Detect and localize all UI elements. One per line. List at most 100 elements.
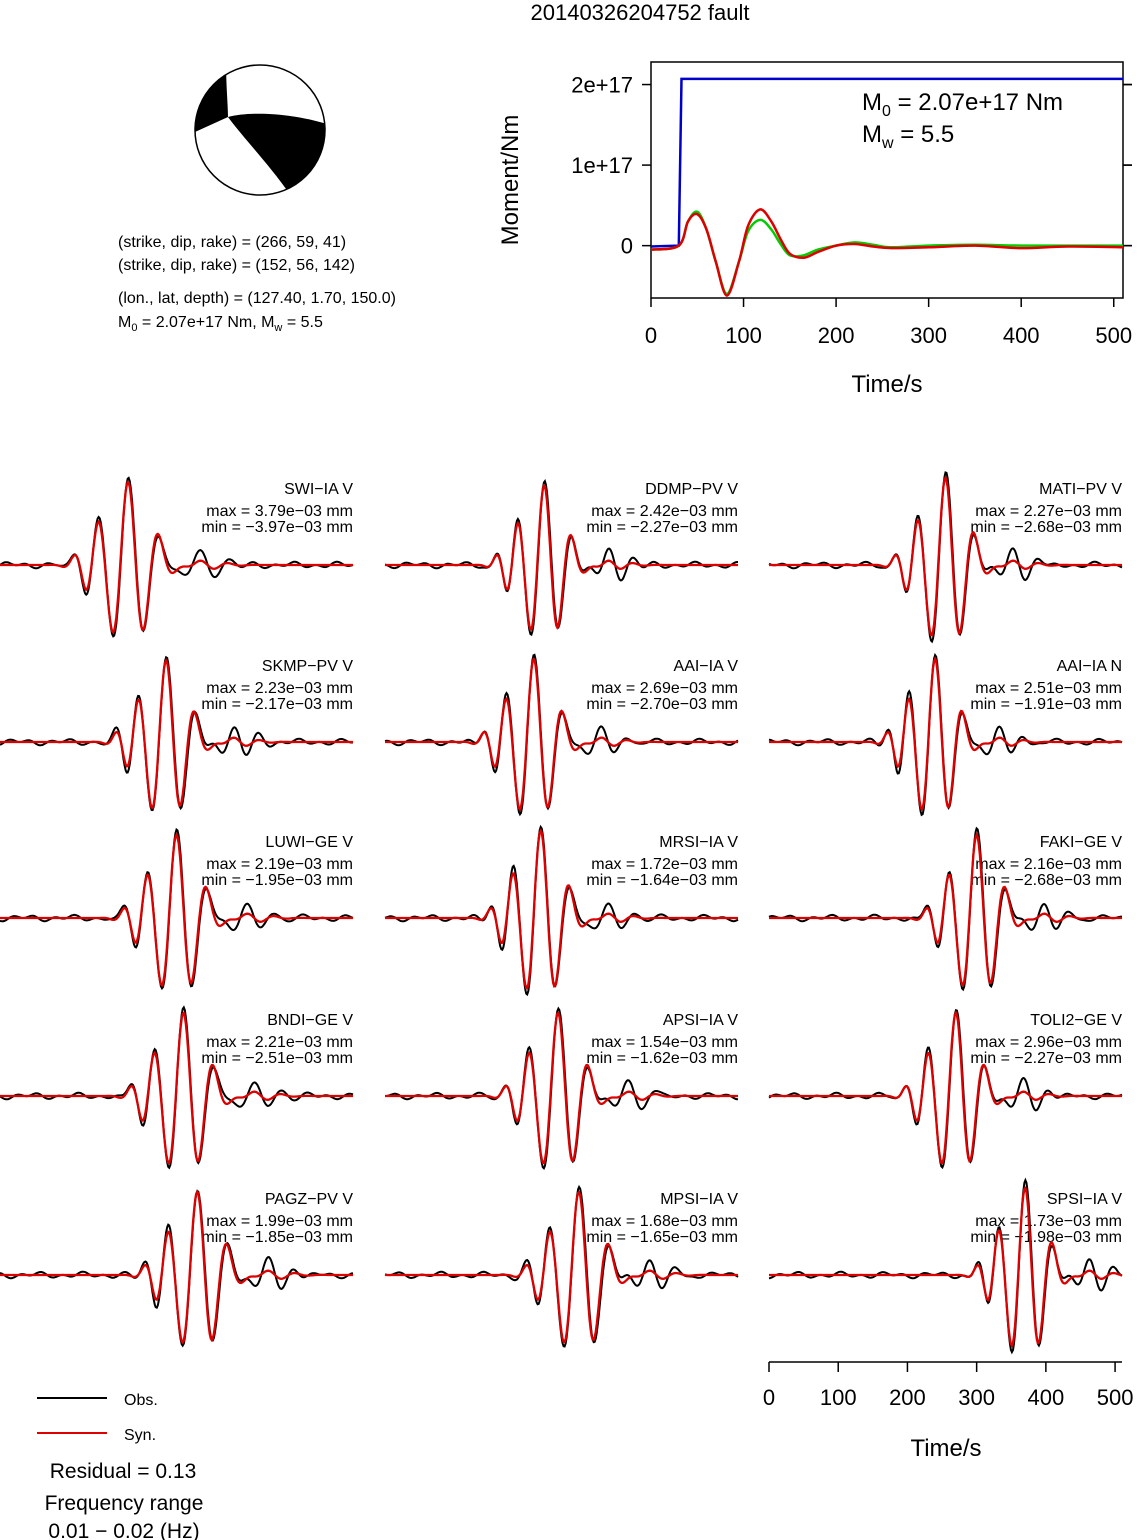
station-min: min = −3.97e−03 mm	[201, 519, 353, 536]
station-name: APSI−IA V	[663, 1012, 738, 1029]
waveform-x-tick-label: 400	[1028, 1385, 1065, 1410]
moment-rate-chart: 0 100 200 300 400 500 0 1e+17 2e+17 Time/s Mome…	[497, 61, 1132, 398]
station-max: max = 2.42e−03 mm	[591, 503, 738, 520]
station-name: AAI−IA N	[1057, 658, 1122, 675]
station-min: min = −1.98e−03 mm	[970, 1229, 1122, 1246]
station-name: SPSI−IA V	[1047, 1191, 1122, 1208]
moment-series-line	[650, 208, 1124, 297]
observed-trace	[384, 824, 739, 997]
moment-x-axis: 0 100 200 300 400 500	[645, 298, 1132, 348]
synthetic-trace	[769, 1186, 1123, 1348]
synthetic-trace	[769, 474, 1122, 637]
observed-trace	[384, 653, 739, 817]
station-max: max = 1.68e−03 mm	[591, 1213, 738, 1230]
station-min: min = −1.65e−03 mm	[586, 1229, 738, 1246]
station-max: max = 2.27e−03 mm	[975, 503, 1122, 520]
observed-trace	[768, 1177, 1123, 1355]
station-name: AAI−IA V	[674, 658, 739, 675]
synthetic-trace	[0, 657, 353, 810]
moment-annotation-m0: M0 = 2.07e+17 Nm	[862, 89, 1063, 120]
station-max: max = 2.51e−03 mm	[975, 680, 1122, 697]
station-name: BNDI−GE V	[267, 1012, 353, 1029]
station-min: min = −2.68e−03 mm	[970, 519, 1122, 536]
station-name: DDMP−PV V	[645, 481, 738, 498]
station-name: MATI−PV V	[1039, 481, 1122, 498]
figure-title: 20140326204752 fault	[531, 0, 750, 25]
moment-x-tick-label: 400	[1003, 323, 1040, 348]
station-max: max = 2.21e−03 mm	[206, 1034, 353, 1051]
station-name: LUWI−GE V	[265, 834, 353, 851]
moment-x-label: Time/s	[851, 371, 922, 398]
station-name: MRSI−IA V	[659, 834, 738, 851]
source-info: (strike, dip, rake) = (266, 59, 41) (str…	[118, 234, 396, 334]
station-min: min = −2.51e−03 mm	[201, 1050, 353, 1067]
station-max: max = 3.79e−03 mm	[206, 503, 353, 520]
waveform-x-tick-label: 0	[763, 1385, 775, 1410]
station-name: MPSI−IA V	[660, 1191, 738, 1208]
location-depth: (lon., lat, depth) = (127.40, 1.70, 150.…	[118, 290, 396, 307]
synthetic-trace	[769, 832, 1122, 987]
waveform-x-tick-label: 300	[958, 1385, 995, 1410]
station-max: max = 1.54e−03 mm	[591, 1034, 738, 1051]
station-max: max = 1.99e−03 mm	[206, 1213, 353, 1230]
observed-trace	[0, 476, 354, 638]
residual-text: Residual = 0.13	[50, 1460, 197, 1483]
nodal-plane-1: (strike, dip, rake) = (266, 59, 41)	[118, 234, 346, 251]
observed-trace	[768, 826, 1123, 992]
waveform-x-tick-label: 200	[889, 1385, 926, 1410]
synthetic-trace	[385, 657, 738, 812]
station-min: min = −1.85e−03 mm	[201, 1229, 353, 1246]
legend-obs-label: Obs.	[124, 1392, 158, 1409]
synthetic-trace	[0, 480, 353, 635]
station-min: min = −1.91e−03 mm	[970, 696, 1122, 713]
station-max: max = 2.19e−03 mm	[206, 856, 353, 873]
station-max: max = 1.72e−03 mm	[591, 856, 738, 873]
station-min: min = −2.27e−03 mm	[970, 1050, 1122, 1067]
moment-series	[650, 77, 1124, 297]
station-min: min = −1.64e−03 mm	[586, 872, 738, 889]
beachball	[194, 64, 326, 196]
synthetic-trace	[769, 655, 1122, 812]
station-max: max = 2.96e−03 mm	[975, 1034, 1122, 1051]
frequency-range-label: Frequency range	[45, 1492, 204, 1515]
moment-x-tick-label: 200	[818, 323, 855, 348]
station-name: FAKI−GE V	[1040, 834, 1123, 851]
moment-x-tick-label: 0	[645, 323, 657, 348]
station-max: max = 2.23e−03 mm	[206, 680, 353, 697]
synthetic-trace	[0, 1011, 353, 1165]
waveform-x-tick-label: 100	[820, 1385, 857, 1410]
legend-syn-label: Syn.	[124, 1427, 156, 1444]
moment-x-tick-label: 500	[1095, 323, 1132, 348]
station-min: min = −2.70e−03 mm	[586, 696, 738, 713]
moment-annotation-mw: Mw = 5.5	[862, 121, 954, 152]
waveform-legend: Obs. Syn.	[37, 1392, 158, 1444]
moment-x-tick-label: 100	[725, 323, 762, 348]
station-min: min = −2.68e−03 mm	[970, 872, 1122, 889]
moment-series-line	[650, 77, 1123, 248]
station-min: min = −2.27e−03 mm	[586, 519, 738, 536]
synthetic-trace	[385, 1011, 738, 1165]
station-min: min = −1.62e−03 mm	[586, 1050, 738, 1067]
synthetic-trace	[769, 1010, 1122, 1165]
synthetic-trace	[385, 828, 738, 990]
synthetic-trace	[385, 483, 738, 631]
moment-y-label: Moment/Nm	[497, 115, 524, 246]
station-min: min = −1.95e−03 mm	[201, 872, 353, 889]
moment-y-tick-label: 2e+17	[571, 73, 633, 98]
waveform-time-axis: Time/s 0 100 200 300 400 500	[763, 1361, 1133, 1462]
